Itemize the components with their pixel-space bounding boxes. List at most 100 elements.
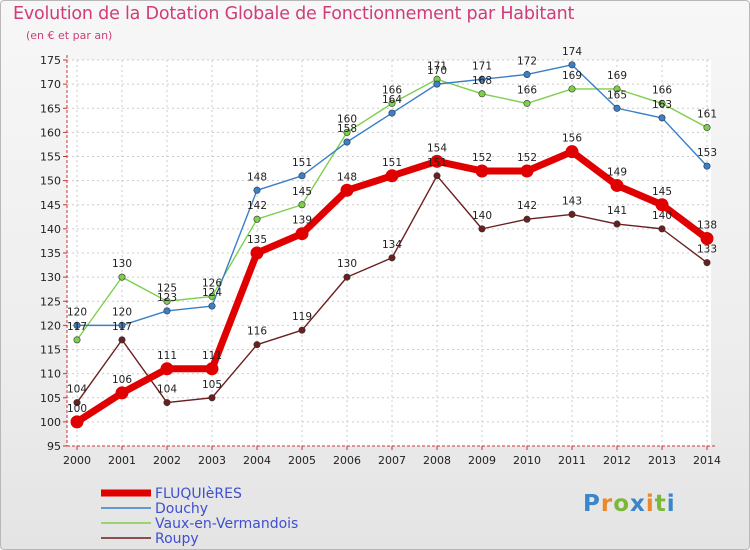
data-label: 169 bbox=[607, 70, 627, 82]
data-point bbox=[703, 162, 711, 170]
y-tick-label: 115 bbox=[40, 344, 61, 357]
data-label: 106 bbox=[112, 374, 132, 386]
data-label: 160 bbox=[337, 113, 357, 125]
data-label: 161 bbox=[697, 109, 717, 121]
data-label: 151 bbox=[427, 157, 447, 169]
legend-label-1: Douchy bbox=[155, 501, 208, 517]
data-point bbox=[298, 201, 306, 209]
data-label: 117 bbox=[67, 321, 87, 333]
series-lines: 104 117 104 105 116 119 130 134 151 140 142 143 141 1… bbox=[67, 46, 717, 429]
y-tick-label: 165 bbox=[40, 102, 61, 115]
data-label: 156 bbox=[562, 133, 582, 145]
data-point bbox=[613, 85, 621, 93]
axes: 95 100 105 110 115 120 125 130 135 140 145 150 155 16… bbox=[40, 54, 721, 467]
data-point bbox=[208, 394, 216, 402]
data-point bbox=[208, 302, 216, 310]
data-point bbox=[658, 114, 666, 122]
data-point bbox=[115, 386, 129, 400]
data-label: 116 bbox=[247, 326, 267, 338]
y-tick-label: 100 bbox=[40, 416, 61, 429]
legend-label-0: FLUQUIèRES bbox=[155, 486, 242, 502]
data-point bbox=[658, 99, 666, 107]
data-point bbox=[253, 215, 261, 223]
data-label: 170 bbox=[427, 65, 447, 77]
data-point bbox=[700, 232, 714, 246]
grid bbox=[67, 59, 711, 447]
data-label: 138 bbox=[697, 220, 717, 232]
legend-label-3: Roupy bbox=[155, 531, 199, 547]
x-tick-label: 2000 bbox=[63, 454, 91, 467]
data-label: 139 bbox=[292, 215, 312, 227]
data-label: 166 bbox=[517, 84, 537, 96]
x-tick-label: 2006 bbox=[333, 454, 361, 467]
y-tick-label: 105 bbox=[40, 392, 61, 405]
data-point bbox=[613, 220, 621, 228]
data-point bbox=[298, 326, 306, 334]
data-point bbox=[475, 164, 489, 178]
proxiti-logo: Proxiti bbox=[583, 491, 676, 517]
data-point bbox=[568, 61, 576, 69]
data-point bbox=[703, 259, 711, 267]
y-tick-label: 135 bbox=[40, 247, 61, 260]
y-tick-label: 95 bbox=[47, 440, 61, 453]
data-point bbox=[298, 172, 306, 180]
data-point bbox=[388, 99, 396, 107]
data-label: 100 bbox=[67, 403, 87, 415]
x-tick-label: 2007 bbox=[378, 454, 406, 467]
data-label: 166 bbox=[382, 84, 402, 96]
data-point bbox=[610, 178, 624, 192]
data-label: 148 bbox=[247, 171, 267, 183]
y-tick-label: 175 bbox=[40, 54, 61, 67]
data-point bbox=[388, 254, 396, 262]
data-point bbox=[658, 225, 666, 233]
x-tick-label: 2012 bbox=[603, 454, 631, 467]
data-label: 172 bbox=[517, 55, 537, 67]
data-label: 124 bbox=[202, 287, 222, 299]
data-point bbox=[385, 169, 399, 183]
data-label: 130 bbox=[337, 258, 357, 270]
data-point bbox=[655, 198, 669, 212]
data-label: 105 bbox=[202, 379, 222, 391]
data-label: 149 bbox=[607, 166, 627, 178]
data-label: 140 bbox=[652, 210, 672, 222]
data-point bbox=[430, 154, 444, 168]
data-label: 151 bbox=[292, 157, 312, 169]
data-label: 148 bbox=[337, 171, 357, 183]
x-tick-label: 2001 bbox=[108, 454, 136, 467]
data-point bbox=[250, 246, 264, 260]
data-label: 104 bbox=[157, 384, 177, 396]
data-point bbox=[118, 336, 126, 344]
data-point bbox=[118, 321, 126, 329]
data-point bbox=[433, 80, 441, 88]
x-tick-label: 2003 bbox=[198, 454, 226, 467]
x-tick-label: 2014 bbox=[693, 454, 721, 467]
data-point bbox=[388, 109, 396, 117]
x-tick-label: 2010 bbox=[513, 454, 541, 467]
data-point bbox=[343, 138, 351, 146]
data-label: 171 bbox=[472, 60, 492, 72]
data-label: 168 bbox=[472, 75, 492, 87]
data-point bbox=[523, 99, 531, 107]
data-label: 169 bbox=[562, 70, 582, 82]
data-label: 142 bbox=[517, 200, 537, 212]
chart-subtitle: (en € et par an) bbox=[26, 29, 113, 42]
y-tick-label: 110 bbox=[40, 368, 61, 381]
data-point bbox=[568, 85, 576, 93]
data-label: 126 bbox=[202, 277, 222, 289]
data-label: 154 bbox=[427, 142, 447, 154]
x-tick-label: 2008 bbox=[423, 454, 451, 467]
data-label: 164 bbox=[382, 94, 402, 106]
data-point bbox=[343, 273, 351, 281]
data-point bbox=[205, 362, 219, 376]
data-label: 133 bbox=[697, 244, 717, 256]
data-label: 119 bbox=[292, 311, 312, 323]
data-point bbox=[163, 297, 171, 305]
y-tick-label: 155 bbox=[40, 151, 61, 164]
y-tick-label: 145 bbox=[40, 199, 61, 212]
data-label: 153 bbox=[697, 147, 717, 159]
data-point bbox=[70, 415, 84, 429]
data-label: 104 bbox=[67, 384, 87, 396]
data-label: 135 bbox=[247, 234, 267, 246]
